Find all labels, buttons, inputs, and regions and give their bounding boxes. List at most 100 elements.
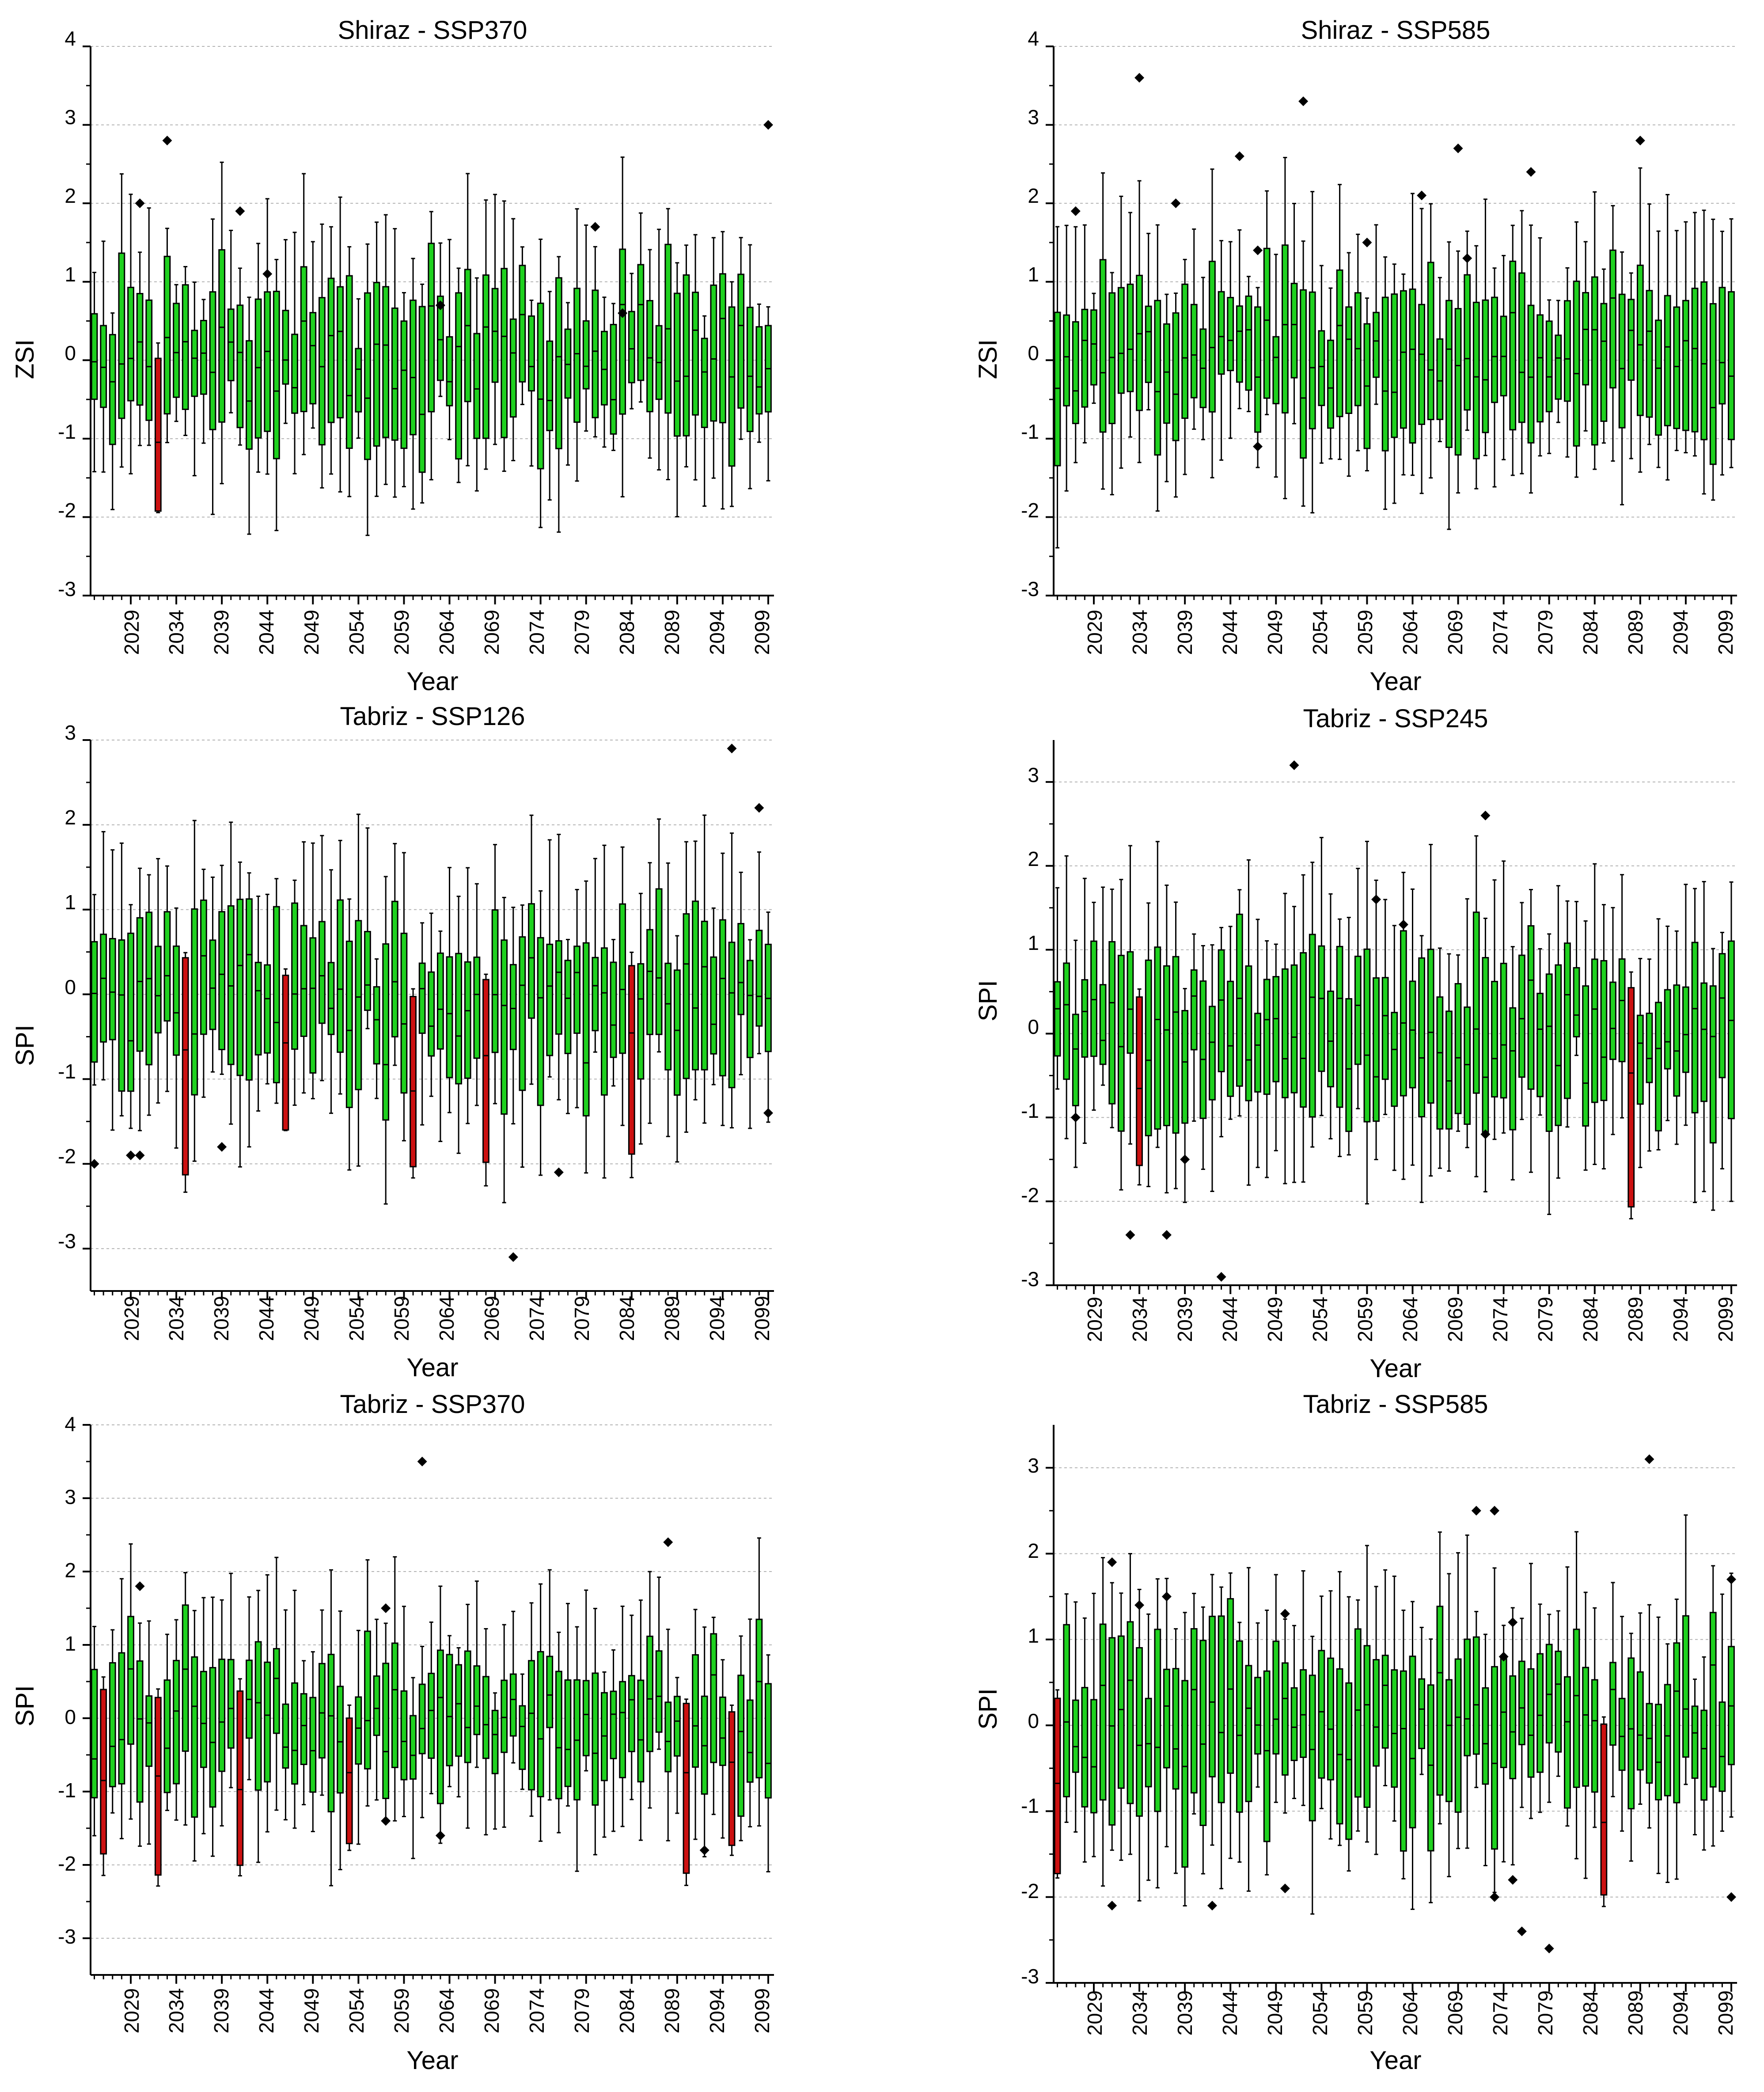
box (1427, 949, 1434, 1104)
x-tick-labels: 2029 2034 2039 2044 2049 2054 2059 2064 … (120, 610, 774, 655)
outlier-point (763, 1108, 773, 1118)
x-tick-label: 2064 (435, 1296, 458, 1341)
box (1627, 299, 1635, 381)
box (218, 1659, 226, 1772)
x-tick-label: 2069 (1444, 610, 1467, 655)
x-tick-label: 2044 (1218, 610, 1241, 655)
x-tick-label: 2064 (1399, 1990, 1422, 2035)
box (755, 930, 763, 1027)
box (746, 307, 754, 433)
box (1327, 991, 1334, 1088)
box (1227, 980, 1234, 1097)
box (1108, 1637, 1116, 1826)
box (519, 265, 526, 383)
box (264, 964, 271, 1054)
box (1318, 1650, 1325, 1779)
outlier-point (1517, 1926, 1527, 1936)
x-tick-label: 2054 (1309, 610, 1332, 655)
box (501, 1679, 508, 1753)
box (418, 306, 426, 473)
box (1336, 269, 1343, 418)
x-tick-label: 2094 (1669, 610, 1692, 655)
box (373, 986, 380, 1065)
y-tick-label: -3 (58, 1925, 76, 1948)
box (1108, 292, 1116, 425)
box (1227, 1598, 1234, 1774)
x-tick-label: 2079 (570, 610, 593, 655)
box (673, 292, 681, 437)
box (619, 248, 626, 415)
y-tick-label: -2 (1021, 499, 1039, 522)
box (1282, 968, 1289, 1098)
chart-panel: Shiraz - SSP370 Year ZSI -3 -2 -1 0 1 2 … (11, 16, 774, 696)
box (91, 941, 98, 1063)
box (273, 291, 280, 459)
box (1190, 304, 1198, 399)
box (1218, 1615, 1225, 1803)
x-tick-label: 2054 (345, 610, 368, 655)
box (1272, 336, 1280, 405)
box (1609, 1662, 1616, 1746)
box (601, 947, 608, 1096)
x-tick-label: 2029 (1083, 1297, 1106, 1342)
box (1673, 306, 1681, 429)
box (619, 1681, 626, 1778)
x-axis-label: Year (406, 2046, 458, 2075)
chart-title: Tabriz - SSP245 (1303, 704, 1488, 733)
x-tick-label: 2079 (1534, 610, 1557, 655)
box (1591, 1679, 1598, 1793)
box (100, 325, 107, 408)
outlier-point (1234, 151, 1244, 161)
box (91, 1669, 98, 1799)
box (355, 348, 362, 413)
x-tick-label: 2059 (390, 610, 413, 655)
box (1709, 303, 1717, 465)
x-tick-label: 2059 (1354, 610, 1377, 655)
drought-box (100, 1689, 107, 1855)
box (1646, 1013, 1653, 1083)
outlier-point (1371, 894, 1381, 904)
box (701, 920, 708, 1071)
box (701, 338, 708, 428)
box (1218, 949, 1225, 1072)
box (1163, 323, 1170, 424)
x-tick-label: 2029 (120, 1988, 143, 2033)
box (1691, 1705, 1699, 1779)
outlier-point (1726, 1892, 1736, 1902)
box (1636, 1671, 1644, 1771)
box (637, 264, 645, 381)
box (400, 933, 408, 1094)
x-tick-label: 2029 (120, 1296, 143, 1341)
box (1054, 981, 1061, 1057)
box (601, 330, 608, 406)
box (1272, 976, 1280, 1082)
box (1245, 965, 1252, 1101)
box (364, 1630, 371, 1769)
box (746, 1699, 754, 1783)
y-tick-label: -1 (58, 1779, 76, 1802)
x-tick-label: 2069 (1444, 1990, 1467, 2035)
outlier-point (162, 136, 172, 146)
box (337, 286, 344, 418)
box (218, 249, 226, 423)
box (1709, 985, 1717, 1144)
box (145, 911, 153, 1066)
box (1482, 1687, 1489, 1785)
box (309, 312, 317, 405)
box (428, 1673, 435, 1759)
drought-box (1136, 996, 1143, 1166)
box (236, 304, 244, 429)
box (364, 292, 371, 460)
y-tick-label: 1 (1028, 931, 1039, 954)
outlier-point (1644, 1454, 1654, 1464)
box (1300, 289, 1307, 459)
x-tick-label: 2099 (751, 1988, 774, 2033)
box (1117, 955, 1125, 1132)
box (1454, 1658, 1462, 1813)
box (1345, 306, 1353, 414)
outlier-point (1280, 1883, 1290, 1894)
box (446, 956, 453, 1078)
x-tick-label: 2084 (615, 1296, 638, 1341)
x-tick-label: 2054 (345, 1988, 368, 2033)
outlier-point (1490, 1506, 1500, 1516)
